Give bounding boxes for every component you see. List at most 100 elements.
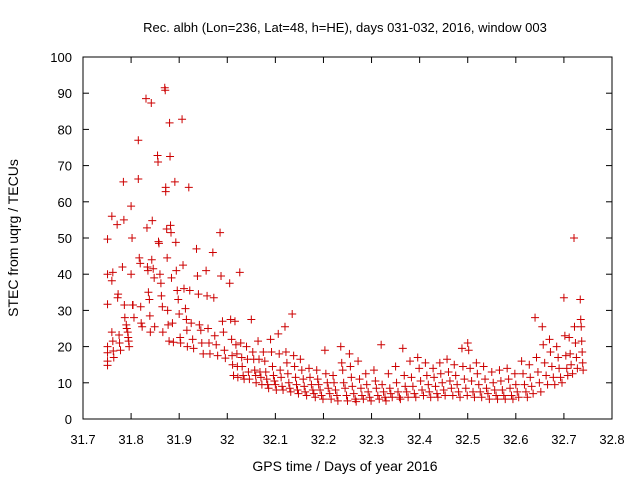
data-point (469, 387, 478, 396)
data-point (195, 320, 204, 329)
data-point (473, 369, 482, 378)
data-point (429, 364, 438, 373)
data-point (134, 174, 143, 183)
data-point (192, 244, 201, 253)
data-point (354, 357, 363, 366)
data-point (136, 302, 145, 311)
data-point (474, 380, 483, 389)
data-point (242, 342, 251, 351)
y-tick-label: 10 (58, 376, 72, 391)
data-point (264, 384, 273, 393)
data-point (316, 386, 325, 395)
data-point (128, 234, 137, 242)
data-point (352, 397, 361, 406)
y-tick-label: 0 (65, 412, 72, 427)
data-point (313, 375, 322, 384)
data-point (325, 389, 334, 398)
data-point (171, 238, 180, 247)
data-point (118, 262, 127, 271)
data-point (372, 384, 381, 393)
data-point (566, 349, 575, 358)
data-point (424, 380, 433, 389)
data-point (294, 389, 303, 398)
data-point (499, 391, 508, 400)
data-point (145, 295, 154, 304)
data-point (498, 386, 507, 395)
data-point (161, 86, 170, 95)
y-tick-label: 40 (58, 267, 72, 282)
data-point (578, 348, 587, 357)
data-point (271, 380, 280, 389)
data-point (573, 364, 582, 373)
data-point (381, 393, 390, 402)
data-point (239, 371, 248, 380)
data-point (384, 369, 393, 378)
data-point (550, 380, 559, 389)
data-point (425, 387, 434, 396)
data-point (199, 349, 208, 358)
data-point (300, 382, 309, 391)
data-point (443, 355, 452, 364)
data-point (457, 344, 466, 353)
y-tick-label: 80 (58, 122, 72, 137)
data-point (204, 324, 213, 333)
data-point (113, 293, 122, 302)
data-point (120, 300, 129, 309)
data-point (333, 396, 342, 405)
data-point (219, 328, 228, 337)
x-tick-label: 32.1 (263, 432, 288, 447)
data-points (103, 83, 588, 406)
data-point (245, 375, 254, 384)
data-point (508, 395, 517, 404)
data-point (145, 311, 154, 320)
data-point (266, 335, 275, 344)
data-point (533, 367, 542, 376)
data-point (134, 136, 143, 145)
data-point (185, 286, 194, 295)
data-point (188, 335, 197, 344)
data-point (552, 342, 561, 351)
data-point (540, 358, 549, 367)
x-axis: 31.7 31.8 31.9 32 32.1 32.2 32.3 32.4 32.5 32.6 32… (70, 57, 625, 447)
data-point (175, 310, 184, 319)
data-point (532, 353, 541, 362)
data-point (438, 378, 447, 387)
data-point (116, 346, 125, 355)
data-point (408, 382, 417, 391)
data-point (137, 319, 146, 328)
x-tick-label: 32.7 (551, 432, 576, 447)
data-point (276, 366, 285, 375)
data-point (519, 369, 528, 378)
data-point (320, 346, 329, 355)
data-point (463, 391, 472, 400)
data-point (203, 291, 212, 300)
data-point (150, 322, 159, 331)
data-point (252, 378, 261, 387)
data-point (263, 380, 272, 389)
data-point (138, 322, 147, 331)
data-point (419, 391, 428, 400)
data-point (398, 344, 407, 353)
x-tick-label: 31.8 (118, 432, 143, 447)
data-point (359, 395, 368, 404)
data-point (254, 337, 263, 346)
data-point (154, 239, 163, 248)
x-tick-label: 32.3 (359, 432, 384, 447)
data-point (324, 384, 333, 393)
data-point (332, 391, 341, 400)
x-tick-label: 32.2 (311, 432, 336, 447)
data-point (238, 362, 247, 371)
chart-title: Rec. albh (Lon=236, Lat=48, h=HE), days … (143, 20, 547, 35)
data-point (187, 319, 196, 328)
data-point (204, 338, 213, 347)
x-tick-label: 32.6 (503, 432, 528, 447)
data-point (308, 386, 317, 395)
data-point (288, 310, 297, 319)
data-point (227, 335, 236, 344)
data-point (228, 360, 237, 369)
data-point (221, 354, 230, 363)
data-point (483, 389, 492, 398)
data-point (107, 212, 116, 221)
data-point (444, 367, 453, 376)
data-point (210, 331, 219, 340)
